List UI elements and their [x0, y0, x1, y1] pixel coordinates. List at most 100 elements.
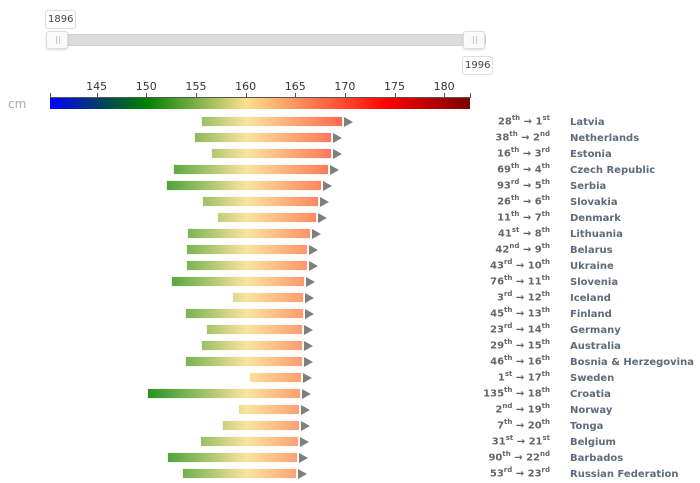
rank-change-label: 7th → 20th: [410, 418, 550, 431]
end-year-handle[interactable]: [463, 31, 485, 49]
rank-suffix: rd: [503, 322, 513, 330]
rank-number: 22: [526, 452, 540, 464]
axis-tick-label: 165: [284, 80, 306, 93]
height-change-bar[interactable]: [205, 324, 304, 335]
height-change-bar[interactable]: [186, 244, 309, 255]
rank-number: 46: [490, 356, 505, 368]
rank-suffix: th: [541, 274, 550, 282]
arrow-icon: [332, 133, 342, 143]
right-arrow-icon: →: [512, 260, 528, 272]
rank-suffix: th: [541, 370, 550, 378]
height-change-bar[interactable]: [231, 292, 305, 303]
rank-change-label: 76th → 11th: [410, 274, 550, 287]
right-arrow-icon: →: [512, 420, 528, 432]
rank-number: 12: [527, 292, 542, 304]
right-arrow-icon: →: [513, 436, 529, 448]
height-change-bar[interactable]: [193, 132, 332, 143]
rank-change-label: 2nd → 19th: [410, 402, 550, 415]
axis-tick: [96, 93, 98, 98]
rank-number: 17: [527, 372, 542, 384]
arrow-icon: [306, 277, 316, 287]
country-label: Netherlands: [570, 133, 640, 144]
axis-tick: [394, 93, 396, 98]
height-change-bar[interactable]: [200, 116, 343, 127]
slider-track[interactable]: [48, 34, 486, 46]
axis-tick-label: 150: [135, 80, 157, 93]
height-change-bar[interactable]: [200, 340, 304, 351]
right-arrow-icon: →: [519, 196, 535, 208]
country-label: Finland: [570, 309, 612, 320]
rank-suffix: th: [541, 322, 550, 330]
rank-number: 23: [527, 468, 542, 480]
axis-tick: [295, 93, 297, 98]
rank-suffix: th: [511, 194, 520, 202]
height-change-bar[interactable]: [221, 420, 301, 431]
rank-change-label: 26th → 6th: [410, 194, 550, 207]
rank-suffix: rd: [503, 466, 513, 474]
rank-number: 3: [534, 148, 542, 160]
height-change-bar[interactable]: [185, 308, 305, 319]
arrow-icon: [301, 421, 311, 431]
rank-change-label: 23rd → 14th: [410, 322, 550, 335]
rank-suffix: nd: [502, 402, 513, 410]
country-label: Iceland: [570, 293, 611, 304]
country-label: Croatia: [570, 389, 611, 400]
height-change-bar[interactable]: [210, 148, 332, 159]
height-change-bar[interactable]: [171, 276, 306, 287]
end-year-label: 1996: [462, 56, 494, 75]
height-change-bar[interactable]: [147, 388, 302, 399]
height-change-bar[interactable]: [201, 196, 320, 207]
rank-number: 14: [527, 324, 542, 336]
height-change-bar[interactable]: [237, 404, 301, 415]
arrow-icon: [320, 197, 330, 207]
rank-suffix: th: [541, 386, 550, 394]
rank-suffix: th: [504, 274, 513, 282]
rank-suffix: rd: [503, 290, 513, 298]
rank-number: 45: [490, 308, 505, 320]
arrow-icon: [343, 117, 353, 127]
rank-number: 38: [495, 132, 510, 144]
rank-number: 11: [527, 276, 542, 288]
rank-suffix: th: [510, 146, 520, 154]
rank-suffix: th: [504, 306, 513, 314]
country-label: Belarus: [570, 245, 613, 256]
height-change-bar[interactable]: [185, 356, 304, 367]
right-arrow-icon: →: [519, 244, 535, 256]
country-label: Bosnia & Herzegovina: [570, 357, 694, 368]
rank-number: 9: [534, 244, 542, 256]
right-arrow-icon: →: [512, 292, 528, 304]
height-change-bar[interactable]: [248, 372, 303, 383]
axis-tick: [344, 93, 346, 98]
height-change-bar[interactable]: [187, 228, 312, 239]
rank-number: 10: [527, 260, 542, 272]
height-change-bar[interactable]: [166, 180, 323, 191]
rank-suffix: st: [504, 370, 513, 378]
rank-suffix: th: [502, 450, 511, 458]
rank-suffix: th: [541, 258, 550, 266]
rank-number: 11: [497, 212, 511, 224]
axis-tick: [195, 93, 197, 98]
rank-change-label: 46th → 16th: [410, 354, 550, 367]
rank-suffix: th: [541, 194, 550, 202]
rank-suffix: rd: [503, 258, 513, 266]
height-change-bar[interactable]: [216, 212, 318, 223]
height-change-bar[interactable]: [173, 164, 329, 175]
right-arrow-icon: →: [512, 468, 528, 480]
height-change-bar[interactable]: [186, 260, 309, 271]
country-label: Ukraine: [570, 261, 614, 272]
rank-number: 3: [496, 292, 504, 304]
rank-suffix: th: [541, 242, 550, 250]
rank-number: 53: [489, 468, 504, 480]
height-change-bar[interactable]: [182, 468, 298, 479]
arrow-icon: [300, 437, 310, 447]
right-arrow-icon: →: [517, 132, 534, 144]
rank-change-label: 69th → 4th: [410, 162, 550, 175]
country-label: Belgium: [570, 437, 616, 448]
height-change-bar[interactable]: [199, 436, 300, 447]
rank-change-label: 135th → 18th: [410, 386, 550, 399]
start-year-handle[interactable]: [46, 31, 68, 49]
height-change-bar[interactable]: [167, 452, 299, 463]
unit-label: cm: [8, 97, 27, 111]
rank-change-label: 28th → 1st: [410, 114, 550, 127]
right-arrow-icon: →: [512, 388, 528, 400]
